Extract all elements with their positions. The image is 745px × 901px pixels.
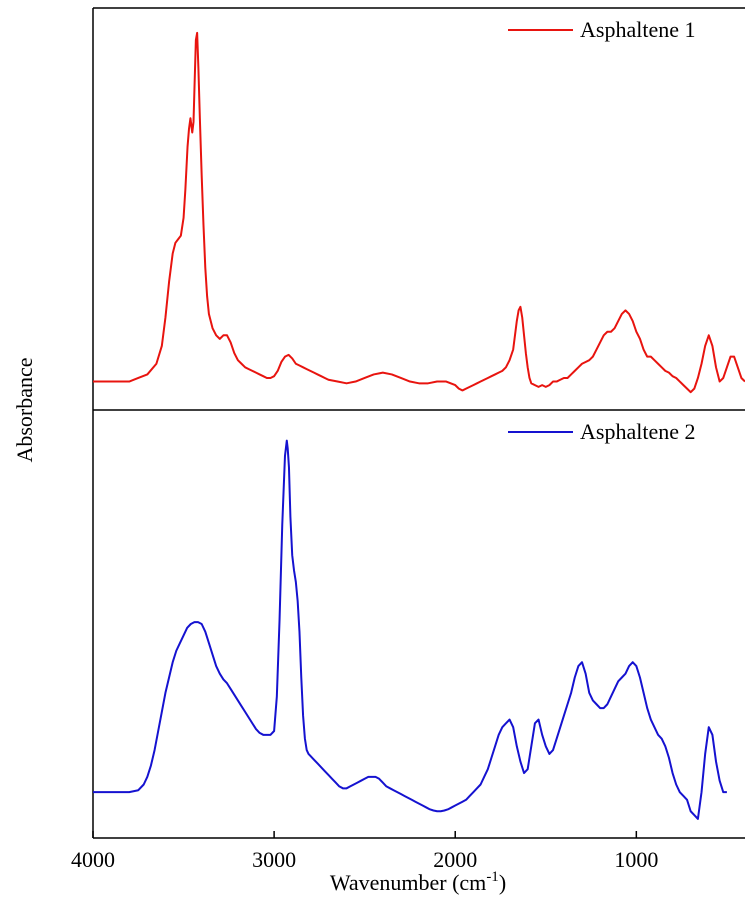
panel-asphaltene-1: Asphaltene 1 [93, 17, 745, 394]
x-tick-label-1000: 1000 [614, 847, 658, 872]
legend-label-asphaltene-1: Asphaltene 1 [580, 17, 695, 42]
panel-asphaltene-2: Asphaltene 2 [93, 419, 727, 820]
x-axis-label-main: Wavenumber (cm [330, 870, 486, 895]
x-axis-ticks: 4000 3000 2000 1000 [71, 831, 658, 872]
series-line-asphaltene-1 [93, 31, 745, 394]
x-tick-label-4000: 4000 [71, 847, 115, 872]
x-axis-label-superscript: -1 [486, 869, 499, 885]
x-tick-label-2000: 2000 [433, 847, 477, 872]
legend-label-asphaltene-2: Asphaltene 2 [580, 419, 695, 444]
x-tick-label-3000: 3000 [252, 847, 296, 872]
x-axis-label: Wavenumber (cm-1) [330, 869, 506, 895]
x-axis-label-close: ) [499, 870, 506, 895]
series-line-asphaltene-2 [93, 439, 727, 820]
y-axis-label: Absorbance [12, 357, 37, 462]
